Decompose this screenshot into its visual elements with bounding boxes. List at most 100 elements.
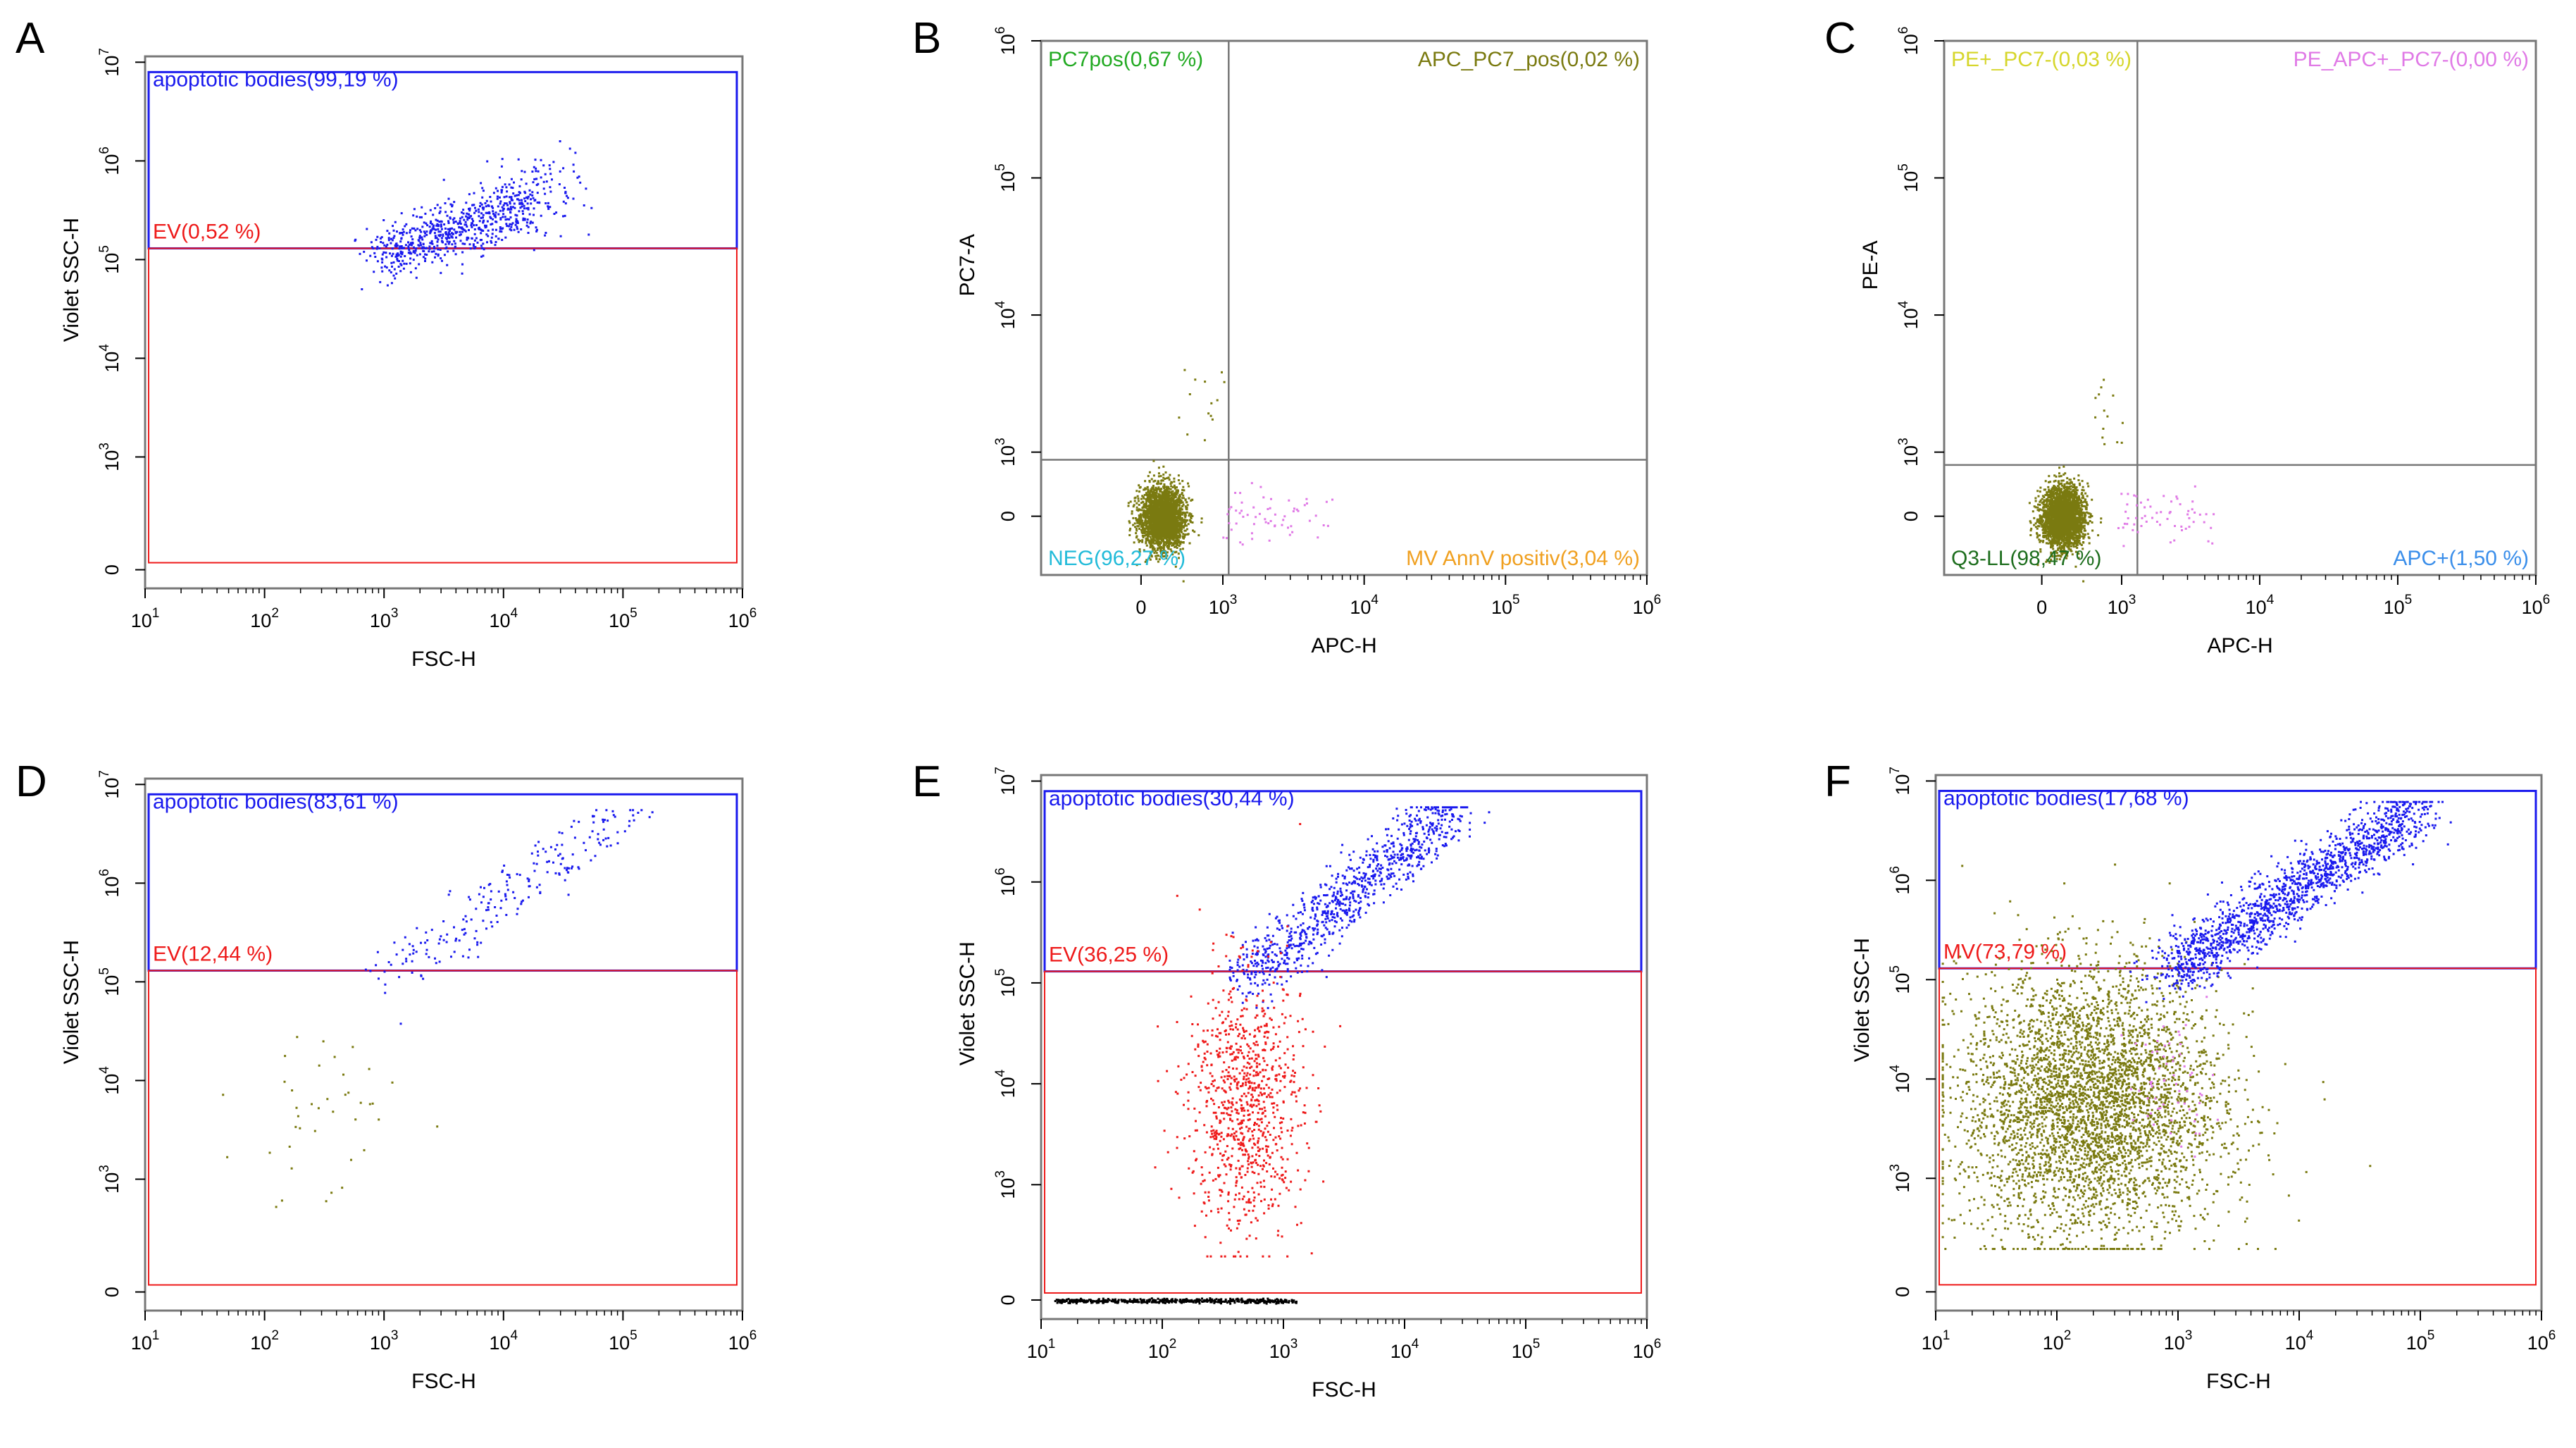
x-tick-label: 0	[1135, 597, 1146, 618]
x-tick-label: 103	[2108, 593, 2136, 618]
x-axis-label: FSC-H	[411, 1370, 476, 1393]
scatter-points	[364, 809, 654, 1025]
y-tick-label: 104	[993, 300, 1019, 329]
scatter-points	[1154, 823, 1342, 1258]
x-tick-label: 104	[489, 1328, 518, 1354]
x-tick-label: 105	[2384, 593, 2413, 618]
x-tick-label: 104	[489, 606, 518, 631]
gate-ev	[1939, 967, 2537, 1286]
gate-label: EV(12,44 %)	[153, 942, 273, 965]
scatter-points	[2117, 485, 2215, 547]
y-tick-label: 105	[993, 163, 1019, 192]
x-tick-label: 106	[1633, 593, 1662, 618]
y-tick-label: 105	[97, 245, 123, 274]
gate-label: apoptotic bodies(83,61 %)	[153, 790, 399, 813]
y-tick-label: 106	[993, 27, 1019, 56]
gate-ev	[148, 970, 738, 1286]
y-axis-label: Violet SSC-H	[956, 941, 979, 1065]
x-axis-label: FSC-H	[1312, 1378, 1376, 1401]
y-axis-label: Violet SSC-H	[1850, 938, 1874, 1062]
y-tick-label: 103	[97, 1165, 123, 1194]
y-tick-label: 105	[97, 967, 123, 996]
plot-frame	[144, 777, 744, 1312]
gate-ev	[148, 247, 738, 564]
x-tick-label: 106	[1633, 1337, 1662, 1362]
y-tick-label: 105	[1896, 163, 1922, 192]
quadrant-label: APC_PC7_pos(0,02 %)	[1418, 48, 1640, 71]
y-axis-label: Violet SSC-H	[60, 218, 83, 342]
panel-D: D 101 102 103 104 105 106 0 103 104 105 106 107 apopt…	[15, 757, 757, 1393]
y-tick-label: 0	[997, 1294, 1019, 1305]
plot-frame	[144, 55, 744, 590]
y-tick-label: 103	[993, 1170, 1019, 1199]
scatter-points	[2028, 465, 2103, 583]
scatter-points	[1222, 482, 1333, 546]
y-tick-label: 0	[1892, 1287, 1913, 1297]
y-tick-label: 103	[993, 438, 1019, 466]
x-axis-label: FSC-H	[2206, 1370, 2271, 1393]
y-tick-label: 106	[1896, 27, 1922, 56]
x-tick-label: 103	[1209, 593, 1238, 618]
y-tick-label: 104	[993, 1069, 1019, 1098]
y-tick-label: 104	[1896, 300, 1922, 329]
x-tick-label: 104	[2285, 1328, 2314, 1354]
quadrant-label: APC+(1,50 %)	[2393, 547, 2529, 570]
x-tick-label: 103	[2164, 1328, 2193, 1354]
quadrant-label: NEG(96,27 %)	[1048, 547, 1186, 570]
panel-B: B 0 103 104 105 106 0 103 104 105 106 PC7pos(0,67 %…	[912, 14, 1661, 657]
plot-frame	[1934, 774, 2543, 1312]
y-tick-label: 107	[97, 770, 123, 799]
x-tick-label: 105	[609, 1328, 637, 1354]
plot-frame	[1040, 39, 1648, 576]
y-axis-label: PC7-A	[956, 234, 979, 296]
scatter-points	[2094, 378, 2124, 445]
panel-letter: A	[15, 14, 45, 63]
scatter-points	[1178, 369, 1226, 442]
x-tick-label: 106	[728, 1328, 757, 1354]
x-tick-label: 101	[131, 606, 160, 631]
x-tick-label: 105	[1491, 593, 1520, 618]
gate-label: EV(36,25 %)	[1049, 943, 1169, 967]
x-axis-label: APC-H	[1311, 634, 1376, 657]
y-tick-label: 0	[101, 1287, 123, 1297]
quadrant-label: PC7pos(0,67 %)	[1048, 48, 1203, 71]
plot-frame	[1040, 774, 1648, 1320]
x-tick-label: 106	[2527, 1328, 2556, 1354]
x-tick-label: 103	[1269, 1337, 1298, 1362]
quadrant-label: PE+_PC7-(0,03 %)	[1951, 48, 2132, 71]
quadrant-label: PE_APC+_PC7-(0,00 %)	[2294, 48, 2529, 71]
x-tick-label: 102	[2043, 1328, 2072, 1354]
scatter-points	[354, 170, 550, 290]
panel-E: E 101 102 103 104 105 106 0 103 104 105 106 107 apopt…	[912, 757, 1661, 1401]
scatter-points	[2120, 996, 2219, 1158]
panel-F: F 101 102 103 104 105 106 0 103 104 105 106 107 apopt…	[1824, 757, 2556, 1393]
y-tick-label: 107	[1888, 767, 1913, 796]
scatter-points	[2129, 800, 2452, 1003]
y-tick-label: 103	[1888, 1164, 1913, 1193]
gate-label: apoptotic bodies(17,68 %)	[1943, 786, 2189, 810]
panel-A: A 101 102 103 104 105 106 0 103 104 105 106 107 apopt…	[15, 14, 757, 671]
y-tick-label: 0	[997, 511, 1019, 521]
y-tick-label: 104	[1888, 1065, 1913, 1094]
panel-letter: F	[1824, 757, 1851, 806]
panel-letter: B	[912, 14, 941, 63]
x-tick-label: 102	[1148, 1337, 1177, 1362]
scatter-points	[1127, 459, 1203, 583]
y-tick-label: 106	[97, 869, 123, 898]
plot-frame	[1943, 39, 2537, 576]
x-tick-label: 106	[2522, 593, 2551, 618]
x-axis-label: FSC-H	[411, 648, 476, 671]
x-tick-label: 104	[2246, 593, 2275, 618]
y-tick-label: 103	[1896, 438, 1922, 466]
x-tick-label: 104	[1390, 1337, 1419, 1362]
gate-ev	[1044, 970, 1642, 1294]
panel-C: C 0 103 104 105 106 0 103 104 105 106 PE+_PC7-(0,03…	[1824, 14, 2550, 657]
x-tick-label: 101	[131, 1328, 160, 1354]
y-axis-label: PE-A	[1859, 240, 1882, 290]
x-tick-label: 103	[370, 606, 399, 631]
x-tick-label: 105	[609, 606, 637, 631]
scatter-points	[486, 140, 593, 237]
x-tick-label: 103	[370, 1328, 399, 1354]
x-tick-label: 104	[1350, 593, 1379, 618]
